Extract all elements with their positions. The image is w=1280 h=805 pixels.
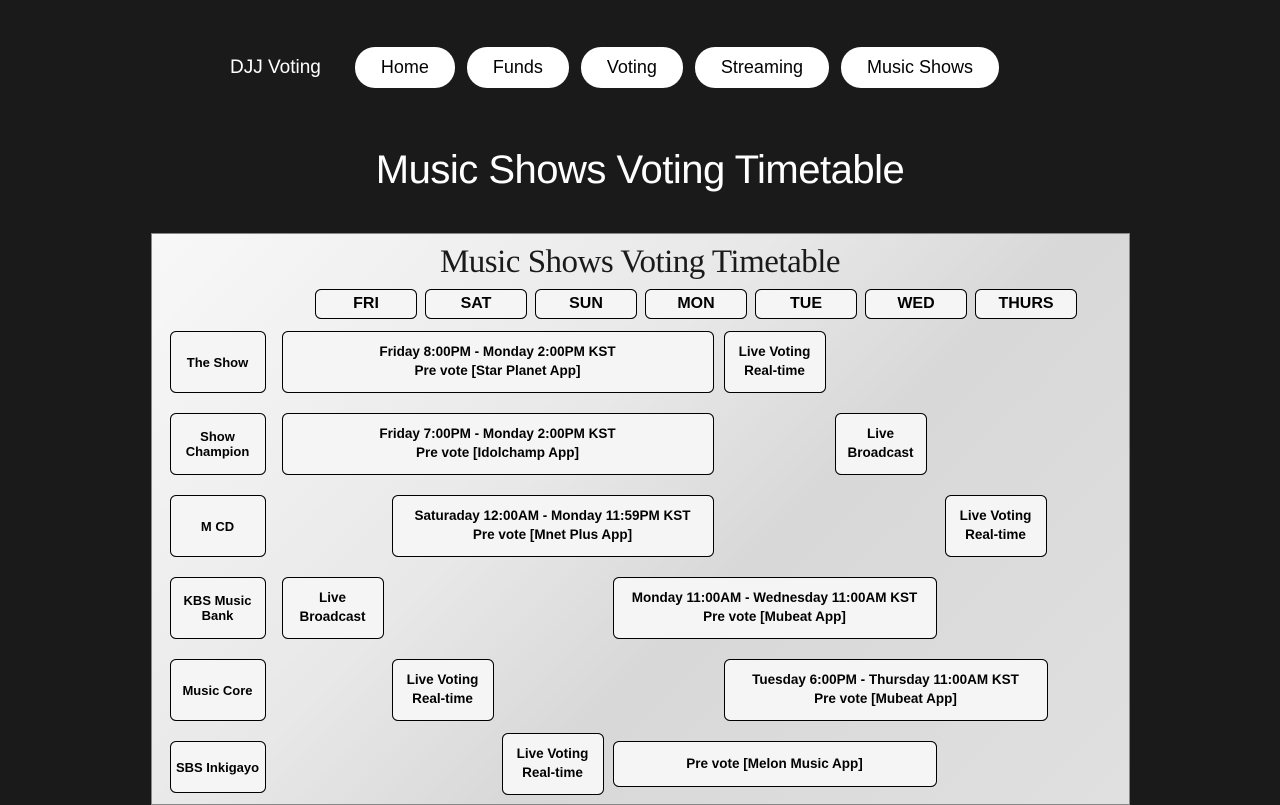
- nav: Home Funds Voting Streaming Music Shows: [355, 47, 999, 88]
- show-label: Music Core: [170, 659, 266, 721]
- live-block: Live VotingReal-time: [724, 331, 826, 393]
- day-mon: MON: [645, 289, 747, 319]
- prevote-block: Monday 11:00AM - Wednesday 11:00AM KSTPr…: [613, 577, 937, 639]
- prevote-block: Friday 8:00PM - Monday 2:00PM KSTPre vot…: [282, 331, 714, 393]
- show-label: M CD: [170, 495, 266, 557]
- page-title: Music Shows Voting Timetable: [0, 148, 1280, 193]
- prevote-block: Saturaday 12:00AM - Monday 11:59PM KSTPr…: [392, 495, 714, 557]
- day-fri: FRI: [315, 289, 417, 319]
- day-thurs: THURS: [975, 289, 1077, 319]
- nav-home[interactable]: Home: [355, 47, 455, 88]
- live-block: Live VotingReal-time: [502, 733, 604, 795]
- day-sat: SAT: [425, 289, 527, 319]
- site-title: DJJ Voting: [230, 57, 321, 79]
- day-sun: SUN: [535, 289, 637, 319]
- day-tue: TUE: [755, 289, 857, 319]
- prevote-block: Friday 7:00PM - Monday 2:00PM KSTPre vot…: [282, 413, 714, 475]
- nav-streaming[interactable]: Streaming: [695, 47, 829, 88]
- show-label: The Show: [170, 331, 266, 393]
- show-label: KBS Music Bank: [170, 577, 266, 639]
- prevote-block: Tuesday 6:00PM - Thursday 11:00AM KSTPre…: [724, 659, 1048, 721]
- timetable-title: Music Shows Voting Timetable: [170, 244, 1111, 281]
- live-block: Live VotingReal-time: [392, 659, 494, 721]
- nav-funds[interactable]: Funds: [467, 47, 569, 88]
- live-block: LiveBroadcast: [282, 577, 384, 639]
- live-block: Live VotingReal-time: [945, 495, 1047, 557]
- schedule-area: The Show Friday 8:00PM - Monday 2:00PM KS…: [170, 331, 1111, 805]
- nav-voting[interactable]: Voting: [581, 47, 683, 88]
- prevote-block: Pre vote [Melon Music App]: [613, 741, 937, 787]
- show-label: Show Champion: [170, 413, 266, 475]
- live-block: LiveBroadcast: [835, 413, 927, 475]
- nav-music-shows[interactable]: Music Shows: [841, 47, 999, 88]
- day-wed: WED: [865, 289, 967, 319]
- days-row: FRI SAT SUN MON TUE WED THURS: [282, 289, 1111, 319]
- show-label: SBS Inkigayo: [170, 741, 266, 793]
- timetable-image: Music Shows Voting Timetable FRI SAT SUN…: [151, 233, 1130, 805]
